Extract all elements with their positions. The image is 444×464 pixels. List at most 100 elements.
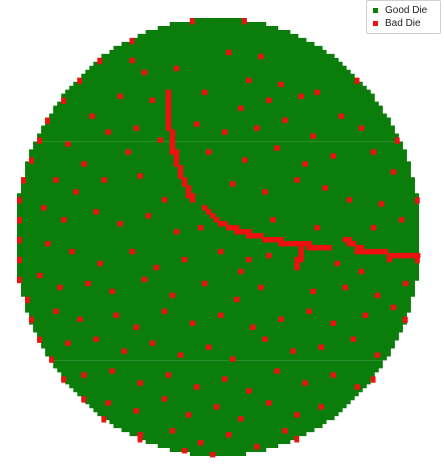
bad-die [379,201,384,206]
bad-die-edge [17,237,22,243]
bad-die [246,388,251,393]
chart-legend: Good Die Bad Die [366,0,441,34]
bad-die [359,126,364,131]
bad-die [81,372,86,377]
bad-die [262,189,267,194]
bad-die [150,98,155,103]
bad-die [262,337,267,342]
bad-die [290,348,295,353]
bad-die-edge [403,317,408,323]
bad-die [363,313,368,318]
bad-die-edge [81,396,86,402]
bad-die [310,133,315,138]
legend-label-bad-die: Bad Die [385,18,421,29]
bad-die [198,440,203,445]
bad-die [97,261,102,266]
bad-die-edge [17,257,22,263]
bad-die [206,345,211,350]
bad-die [359,269,364,274]
bad-die [218,249,223,254]
bad-die [166,372,171,377]
bad-die [186,412,191,417]
bad-die-edge [395,137,400,143]
bad-die-edge [130,38,135,44]
bad-die [319,404,324,409]
bad-die [81,161,86,166]
bad-die [194,122,199,127]
bad-die [226,432,231,437]
bad-die [274,368,279,373]
bad-die [238,416,243,421]
bad-die [138,380,143,385]
bad-die [302,161,307,166]
bad-die [347,197,352,202]
bad-die [105,400,110,405]
bad-die-edge [17,197,22,203]
bad-die [142,70,147,75]
bad-die [69,249,74,254]
bad-die [230,181,235,186]
bad-die [178,352,183,357]
bad-die [154,265,159,270]
bad-die [101,177,106,182]
legend-entry-good-die: Good Die [373,4,436,17]
bad-die [113,313,118,318]
bad-die [93,337,98,342]
bad-die [274,145,279,150]
legend-entry-bad-die: Bad Die [373,17,436,30]
bad-die [85,281,90,286]
bad-die-edge [29,317,34,323]
bad-die [194,384,199,389]
bad-die [391,305,396,310]
bad-die-edge [49,356,54,362]
bad-die-edge [242,18,247,24]
bad-die [158,137,163,142]
bad-die [190,321,195,326]
bad-die [282,118,287,123]
bad-die [45,241,50,246]
bad-die [250,325,255,330]
bad-die [65,141,70,146]
bad-die [335,261,340,266]
bad-die [371,149,376,154]
bad-die-edge [190,18,195,24]
bad-die [134,126,139,131]
bad-die [150,341,155,346]
bad-die [238,269,243,274]
bad-die [294,177,299,182]
bad-die [391,169,396,174]
bad-die [105,129,110,134]
bad-die-scratch [294,265,299,270]
bad-die [254,444,259,449]
bad-die [331,372,336,377]
bad-die [298,94,303,99]
bad-die [278,317,283,322]
bad-die-edge [17,277,22,283]
bad-die-edge [101,416,106,422]
bad-die [294,412,299,417]
bad-die [258,285,263,290]
bad-die [238,106,243,111]
legend-swatch-bad-die [373,21,378,26]
bad-die [53,177,58,182]
bad-die [314,225,319,230]
bad-die [198,225,203,230]
bad-die [323,185,328,190]
bad-die [142,277,147,282]
bad-die [162,396,167,401]
bad-die-edge [77,78,82,84]
bad-die-edge [45,118,50,124]
bad-die [375,293,380,298]
bad-die [118,94,123,99]
bad-die [258,54,263,59]
bad-die [314,90,319,95]
bad-die [266,253,271,258]
bad-die [174,66,179,71]
bad-die [331,153,336,158]
bad-die [270,217,275,222]
bad-die-edge [61,376,66,382]
bad-die [310,289,315,294]
bad-die [174,229,179,234]
bad-die [182,257,187,262]
bad-die-edge [29,157,34,163]
